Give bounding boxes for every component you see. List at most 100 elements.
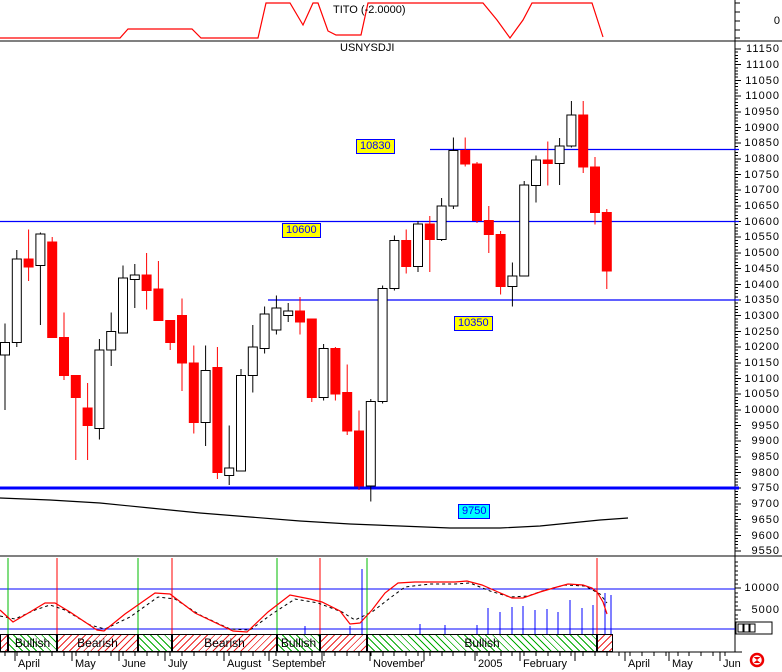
candle[interactable]	[247, 325, 258, 393]
candle[interactable]	[354, 410, 364, 491]
price-axis-label: 9750	[751, 482, 780, 494]
candle[interactable]	[35, 232, 46, 326]
candle[interactable]	[47, 237, 58, 338]
month-label: November	[373, 658, 424, 670]
candle[interactable]	[424, 216, 435, 272]
candle[interactable]	[94, 339, 105, 440]
price-axis-label: 10150	[744, 357, 780, 369]
candle[interactable]	[590, 157, 600, 225]
regime-segment-bearish	[57, 634, 138, 652]
candle[interactable]	[70, 375, 81, 461]
candle[interactable]	[531, 155, 541, 203]
candle[interactable]	[59, 312, 69, 381]
candle[interactable]	[106, 312, 117, 367]
candle[interactable]	[318, 344, 329, 401]
candle[interactable]	[82, 383, 93, 460]
price-axis-label: 10800	[744, 153, 780, 165]
month-label: April	[628, 658, 651, 670]
month-label: May	[672, 658, 693, 670]
oscillator-axis-label: 10000	[744, 582, 780, 594]
candle[interactable]	[0, 323, 10, 411]
month-label: May	[75, 658, 96, 670]
regime-segment-bearish	[320, 634, 367, 652]
candle[interactable]	[224, 425, 235, 486]
candle[interactable]	[436, 198, 447, 241]
price-axis-label: 10550	[744, 231, 780, 243]
candle[interactable]	[601, 209, 612, 289]
month-label: Jun	[723, 658, 741, 670]
candle[interactable]	[472, 162, 482, 223]
candle[interactable]	[295, 297, 305, 335]
scrollbar-thumb-square[interactable]	[737, 623, 744, 633]
candle[interactable]	[141, 253, 152, 310]
candle[interactable]	[129, 264, 140, 308]
moving-average-line	[0, 497, 629, 529]
candle[interactable]	[11, 250, 22, 347]
price-axis-label: 10000	[744, 404, 780, 416]
tito-indicator-line	[0, 2, 604, 40]
candle[interactable]	[200, 345, 211, 447]
price-axis-label: 11050	[745, 74, 780, 87]
candle[interactable]	[483, 206, 494, 253]
level-label-10830[interactable]: 10830	[356, 139, 395, 154]
candle[interactable]	[542, 141, 553, 186]
month-label: August	[227, 658, 262, 670]
indicator-label-tito: TITO (-2.0000)	[333, 4, 406, 16]
candle[interactable]	[377, 285, 388, 404]
candle[interactable]	[23, 229, 34, 282]
candle[interactable]	[448, 137, 459, 210]
level-label-10350[interactable]: 10350	[454, 316, 493, 331]
candle[interactable]	[153, 261, 164, 321]
candlestick-series[interactable]	[0, 101, 612, 502]
candle[interactable]	[259, 306, 270, 354]
candle[interactable]	[212, 347, 223, 479]
candle[interactable]	[460, 137, 471, 167]
price-axis-label: 10500	[744, 247, 780, 259]
regime-segment-bearish	[597, 634, 613, 652]
candle[interactable]	[306, 318, 317, 402]
price-axis-label: 10050	[744, 388, 780, 400]
candle[interactable]	[566, 101, 577, 148]
candle[interactable]	[342, 364, 353, 436]
price-axis-label: 9950	[751, 419, 780, 432]
price-axis-label: 10850	[744, 137, 780, 149]
status-tray-icon[interactable]	[749, 652, 765, 668]
candle[interactable]	[578, 101, 589, 173]
candle[interactable]	[495, 231, 506, 295]
candle[interactable]	[236, 369, 246, 472]
candle[interactable]	[365, 399, 376, 502]
price-axis-major-ticks	[735, 48, 741, 552]
level-label-10600[interactable]: 10600	[282, 223, 321, 238]
month-label: July	[168, 658, 188, 670]
scrollbar-thumb-square[interactable]	[743, 623, 750, 633]
price-axis-label: 10350	[744, 294, 780, 306]
regime-segment-bearish	[172, 634, 277, 652]
month-label: April	[18, 658, 41, 670]
candle[interactable]	[271, 295, 282, 335]
oscillator-axis-label: 5000	[751, 604, 780, 616]
candle[interactable]	[519, 181, 530, 277]
price-axis-label: 11000	[745, 90, 780, 102]
candle[interactable]	[165, 320, 176, 351]
month-label: September	[272, 658, 326, 670]
candle[interactable]	[118, 265, 128, 334]
candle[interactable]	[401, 229, 412, 274]
candle[interactable]	[283, 303, 294, 322]
price-axis-label: 9550	[751, 545, 780, 557]
candle[interactable]	[554, 138, 565, 185]
candle[interactable]	[389, 235, 400, 291]
level-label-9750[interactable]: 9750	[458, 504, 491, 519]
scrollbar-thumb-square[interactable]	[749, 623, 756, 633]
x-axis-month-ticks	[14, 652, 721, 661]
regime-segment-bullish	[277, 634, 320, 652]
candle[interactable]	[507, 262, 518, 307]
price-axis-label: 9900	[751, 435, 780, 447]
price-axis-label: 10400	[744, 278, 780, 291]
candle[interactable]	[188, 345, 199, 434]
candle[interactable]	[330, 347, 341, 401]
candle[interactable]	[413, 221, 423, 272]
regime-label: Bullish	[14, 636, 51, 650]
candle[interactable]	[177, 298, 187, 392]
